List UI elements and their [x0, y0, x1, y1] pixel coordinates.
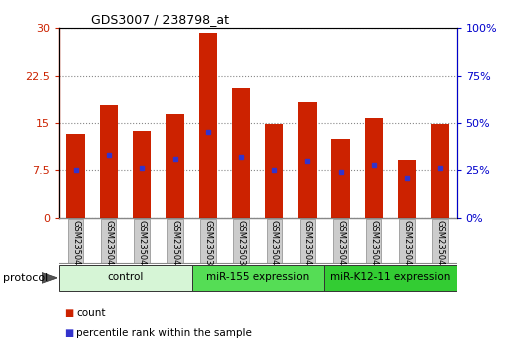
Text: control: control — [107, 272, 144, 282]
Text: percentile rank within the sample: percentile rank within the sample — [76, 328, 252, 338]
Bar — [299, 102, 317, 218]
Text: count: count — [76, 308, 106, 318]
Bar — [398, 160, 416, 218]
FancyBboxPatch shape — [134, 219, 150, 263]
Text: miR-155 expression: miR-155 expression — [206, 272, 309, 282]
Bar — [133, 131, 151, 218]
FancyBboxPatch shape — [324, 265, 457, 291]
Text: GSM235042: GSM235042 — [336, 220, 345, 271]
Bar — [166, 114, 184, 218]
Text: miR-K12-11 expression: miR-K12-11 expression — [330, 272, 450, 282]
FancyBboxPatch shape — [333, 219, 348, 263]
Polygon shape — [42, 273, 57, 283]
Bar — [365, 118, 383, 218]
FancyBboxPatch shape — [191, 265, 324, 291]
Text: GSM235043: GSM235043 — [369, 220, 378, 271]
FancyBboxPatch shape — [366, 219, 382, 263]
FancyBboxPatch shape — [68, 219, 83, 263]
Bar — [331, 139, 350, 218]
Text: GSM235047: GSM235047 — [104, 220, 113, 271]
Text: GSM235048: GSM235048 — [137, 220, 146, 271]
FancyBboxPatch shape — [59, 265, 191, 291]
Text: GSM235044: GSM235044 — [402, 220, 411, 271]
Bar — [199, 33, 217, 218]
Text: GSM235045: GSM235045 — [436, 220, 444, 271]
Text: GSM235049: GSM235049 — [170, 220, 180, 271]
Text: GSM235046: GSM235046 — [71, 220, 80, 271]
Bar — [265, 124, 284, 218]
Text: GSM235039: GSM235039 — [236, 220, 246, 271]
Text: ■: ■ — [64, 328, 73, 338]
Text: GSM235038: GSM235038 — [204, 220, 212, 271]
FancyBboxPatch shape — [167, 219, 183, 263]
FancyBboxPatch shape — [101, 219, 116, 263]
Text: protocol: protocol — [3, 273, 48, 283]
Text: ■: ■ — [64, 308, 73, 318]
Bar — [100, 105, 118, 218]
FancyBboxPatch shape — [300, 219, 315, 263]
FancyBboxPatch shape — [267, 219, 282, 263]
Text: GSM235041: GSM235041 — [303, 220, 312, 271]
Bar — [431, 124, 449, 218]
Bar — [67, 135, 85, 218]
FancyBboxPatch shape — [233, 219, 249, 263]
Text: GDS3007 / 238798_at: GDS3007 / 238798_at — [91, 13, 229, 26]
FancyBboxPatch shape — [432, 219, 448, 263]
Text: GSM235040: GSM235040 — [270, 220, 279, 271]
FancyBboxPatch shape — [201, 219, 216, 263]
FancyBboxPatch shape — [399, 219, 415, 263]
Bar — [232, 88, 250, 218]
